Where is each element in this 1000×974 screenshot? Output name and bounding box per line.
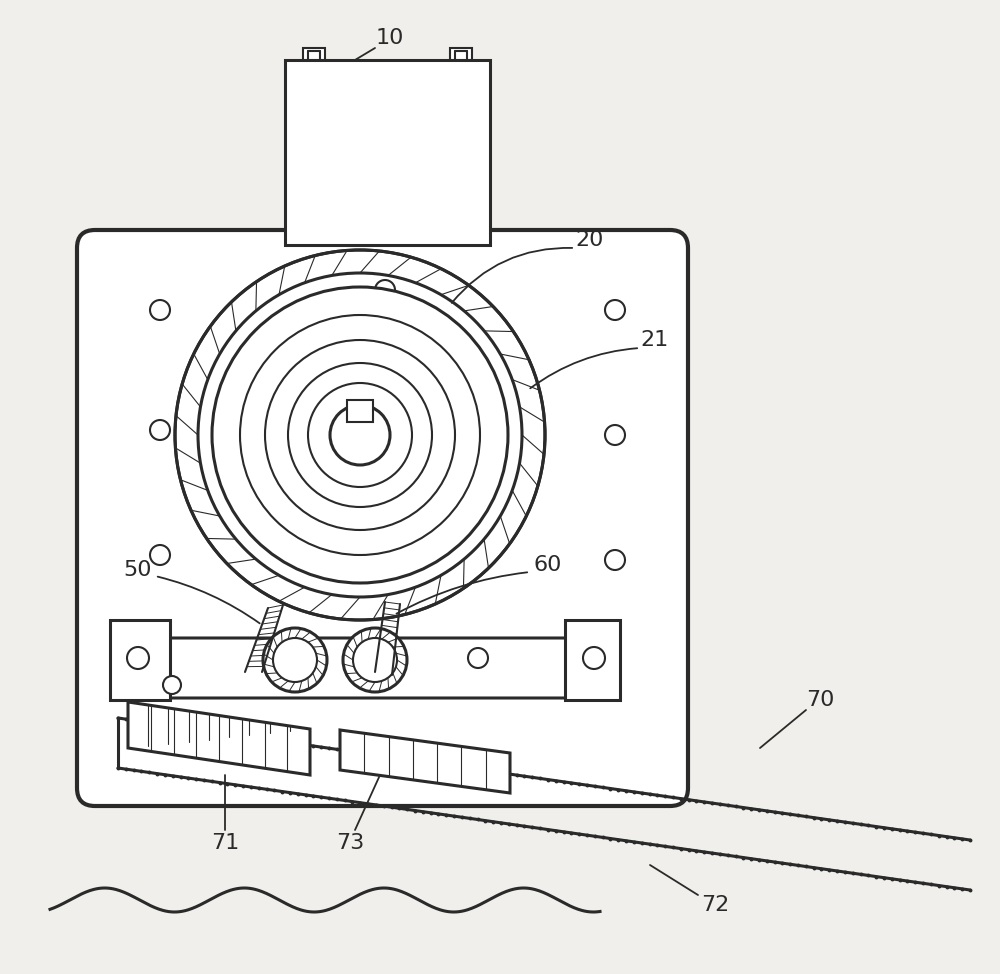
Circle shape <box>163 676 181 694</box>
Circle shape <box>343 628 407 692</box>
Text: 21: 21 <box>641 330 669 350</box>
Circle shape <box>212 287 508 583</box>
Bar <box>450 48 472 60</box>
Circle shape <box>605 425 625 445</box>
Circle shape <box>175 250 545 620</box>
Circle shape <box>375 280 395 300</box>
Bar <box>347 400 373 422</box>
Circle shape <box>605 550 625 570</box>
Circle shape <box>263 628 327 692</box>
Polygon shape <box>110 620 170 700</box>
Polygon shape <box>128 702 310 775</box>
Polygon shape <box>565 620 620 700</box>
Text: 60: 60 <box>534 555 562 575</box>
Circle shape <box>468 648 488 668</box>
FancyBboxPatch shape <box>77 230 688 806</box>
Circle shape <box>330 405 390 465</box>
Bar <box>303 48 325 60</box>
Polygon shape <box>340 730 510 793</box>
Text: 20: 20 <box>576 230 604 250</box>
Circle shape <box>150 545 170 565</box>
Text: 72: 72 <box>701 895 729 915</box>
Polygon shape <box>125 638 590 698</box>
Bar <box>285 60 490 245</box>
Circle shape <box>150 300 170 320</box>
Text: 50: 50 <box>124 560 152 580</box>
Text: 71: 71 <box>211 833 239 853</box>
Text: 73: 73 <box>336 833 364 853</box>
Text: 70: 70 <box>806 690 834 710</box>
Circle shape <box>583 647 605 669</box>
Circle shape <box>605 300 625 320</box>
Circle shape <box>127 647 149 669</box>
Text: 10: 10 <box>376 28 404 48</box>
Circle shape <box>150 420 170 440</box>
